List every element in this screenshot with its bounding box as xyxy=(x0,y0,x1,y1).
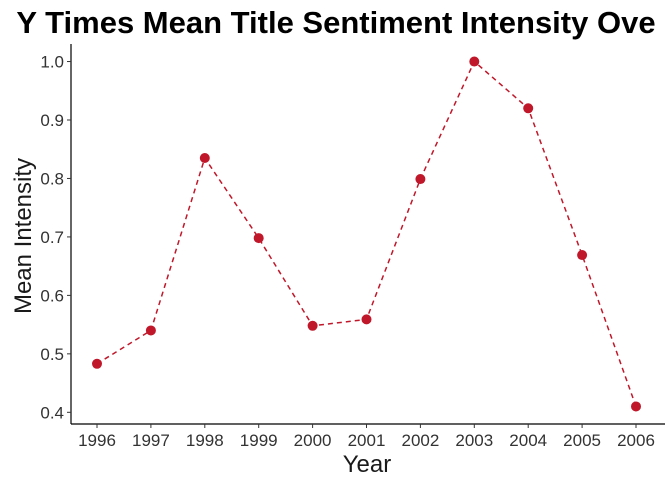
x-tick-label: 2004 xyxy=(509,431,547,450)
y-tick-label: 0.7 xyxy=(40,228,64,247)
x-tick-label: 2003 xyxy=(455,431,493,450)
x-tick-label: 1997 xyxy=(132,431,170,450)
series-line xyxy=(96,60,637,407)
data-point xyxy=(577,250,588,261)
data-point xyxy=(631,401,641,412)
data-point xyxy=(415,174,426,185)
data-point xyxy=(92,358,102,369)
data-point xyxy=(469,56,480,67)
y-tick-label: 0.4 xyxy=(40,403,64,422)
y-tick-label: 0.9 xyxy=(40,111,64,130)
chart-title: Y Times Mean Title Sentiment Intensity O… xyxy=(16,5,655,40)
data-point xyxy=(253,233,264,244)
data-point xyxy=(523,103,534,114)
x-tick-label: 2006 xyxy=(617,431,655,450)
x-tick-label: 2005 xyxy=(563,431,601,450)
data-point xyxy=(361,314,372,325)
y-axis-title: Mean Intensity xyxy=(10,158,37,314)
y-tick-label: 1.0 xyxy=(40,53,64,72)
x-tick-label: 1999 xyxy=(240,431,278,450)
series-group xyxy=(92,56,641,412)
x-tick-label: 1998 xyxy=(186,431,224,450)
y-tick-label: 0.6 xyxy=(40,286,64,305)
y-ticks: 0.4 0.5 0.6 0.7 0.8 0.9 1.0 xyxy=(40,53,71,422)
x-tick-label: 2001 xyxy=(348,431,386,450)
data-point xyxy=(307,320,318,331)
x-ticks: 1996 1997 1998 1999 2000 2001 2002 2003 2004 2005… xyxy=(78,424,655,450)
y-tick-label: 0.5 xyxy=(40,345,64,364)
data-point xyxy=(145,325,156,336)
x-axis-title: Year xyxy=(343,451,392,478)
data-point xyxy=(199,153,210,163)
x-tick-label: 2002 xyxy=(401,431,439,450)
y-tick-label: 0.8 xyxy=(40,169,64,188)
x-tick-label: 1996 xyxy=(78,431,116,450)
x-tick-label: 2000 xyxy=(294,431,332,450)
